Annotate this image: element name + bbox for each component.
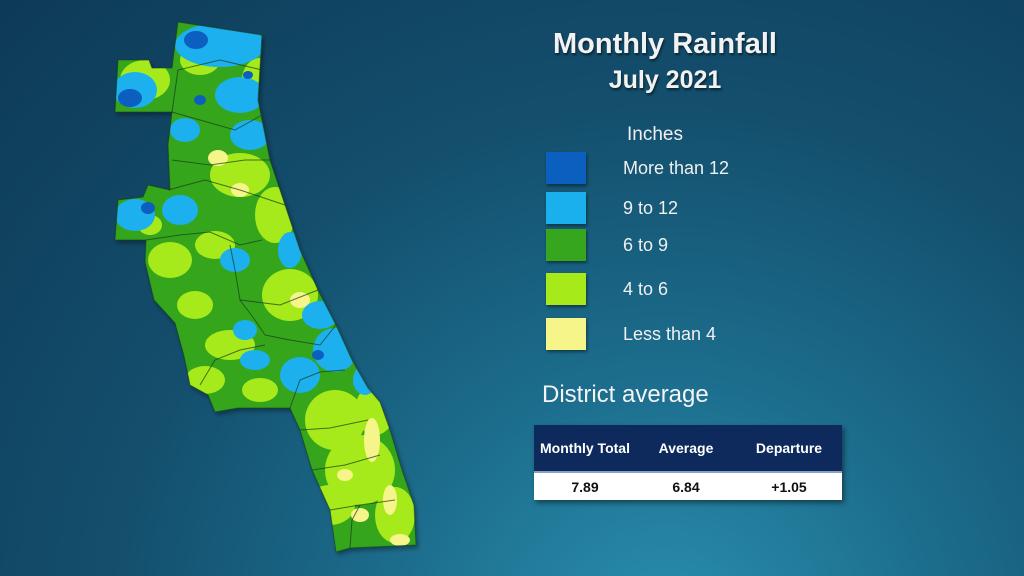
legend-label: Less than 4: [623, 324, 717, 344]
average-value: 6.84: [636, 472, 736, 500]
legend-swatch: [546, 273, 586, 305]
legend-item-4-to-6: 4 to 6: [546, 273, 806, 305]
legend-swatch: [546, 318, 586, 350]
legend-swatch: [546, 229, 586, 261]
rain-zone-less-4: [208, 150, 410, 546]
legend-swatch: [546, 152, 586, 184]
column-header-monthly-total: Monthly Total: [534, 425, 636, 473]
county-boundaries: [145, 59, 396, 549]
table-header-row: Monthly Total Average Departure: [534, 425, 842, 473]
district-shape: [114, 21, 417, 553]
table-row: 7.89 6.84 +1.05: [534, 472, 842, 500]
column-header-departure: Departure: [736, 425, 842, 473]
map-subtitle: July 2021: [608, 66, 722, 94]
legend-label: More than 12: [623, 158, 730, 178]
legend-heading: Inches: [627, 124, 683, 145]
legend-swatch: [546, 192, 586, 224]
monthly-total-value: 7.89: [534, 472, 636, 500]
departure-value: +1.05: [736, 472, 842, 500]
legend-label: 9 to 12: [623, 198, 679, 218]
map-title: Monthly Rainfall: [553, 28, 777, 60]
legend-item-9-to-12: 9 to 12: [546, 192, 806, 224]
rain-zone-more-12: [118, 31, 324, 360]
legend-label: 6 to 9: [623, 235, 669, 255]
legend-item-6-to-9: 6 to 9: [546, 229, 806, 261]
legend-item-less-than-4: Less than 4: [546, 318, 806, 350]
legend-label: 4 to 6: [623, 279, 669, 299]
district-average-table: Monthly Total Average Departure 7.89 6.8…: [534, 425, 842, 500]
column-header-average: Average: [636, 425, 736, 473]
district-average-heading: District average: [542, 381, 709, 408]
legend-item-more-than-12: More than 12: [546, 152, 806, 184]
